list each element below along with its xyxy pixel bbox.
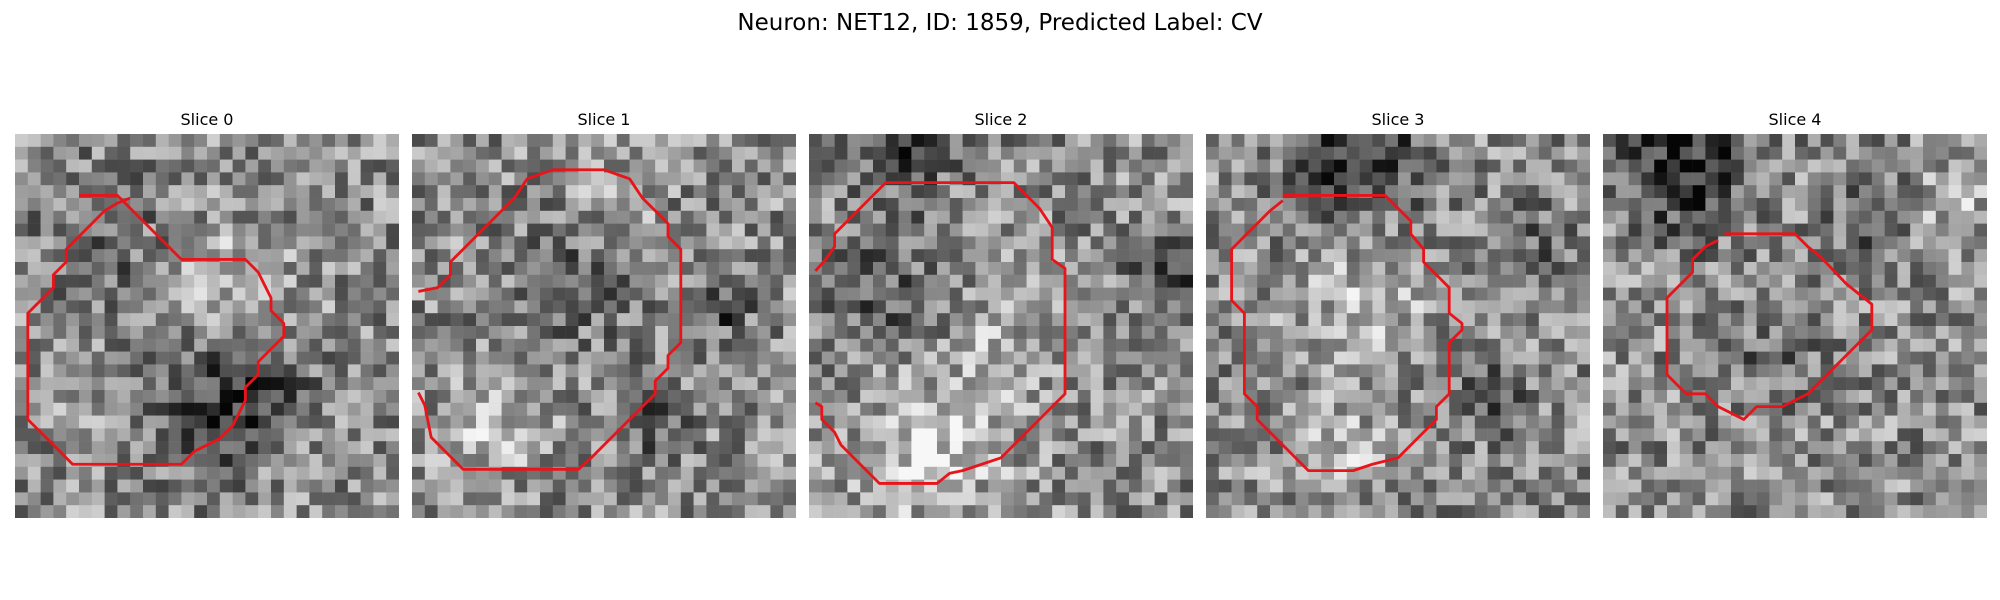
pixel-grid [809,134,1193,518]
neuron-outline [26,194,286,466]
slice-title: Slice 0 [180,110,234,129]
slice-panel-1: Slice 1 [412,108,796,518]
pixel-grid [15,134,399,518]
slice-panel-4: Slice 4 [1603,108,1987,518]
neuron-outline [1230,194,1464,473]
neuron-outline [1665,232,1874,421]
slice-title: Slice 3 [1371,110,1425,129]
neuron-outline [814,181,1067,485]
slice-image [412,134,796,518]
pixel-grid [1603,134,1987,518]
pixel-grid [1206,134,1590,518]
slice-panel-3: Slice 3 [1206,108,1590,518]
slice-image [15,134,399,518]
slice-image [809,134,1193,518]
slice-panel-2: Slice 2 [809,108,1193,518]
slice-panel-0: Slice 0 [15,108,399,518]
slice-image [1206,134,1590,518]
slice-image [1603,134,1987,518]
neuron-outline [417,168,683,471]
pixel-grid [412,134,796,518]
figure-title: Neuron: NET12, ID: 1859, Predicted Label… [737,10,1263,36]
slice-title: Slice 2 [974,110,1028,129]
slice-title: Slice 1 [577,110,631,129]
slice-title: Slice 4 [1768,110,1822,129]
